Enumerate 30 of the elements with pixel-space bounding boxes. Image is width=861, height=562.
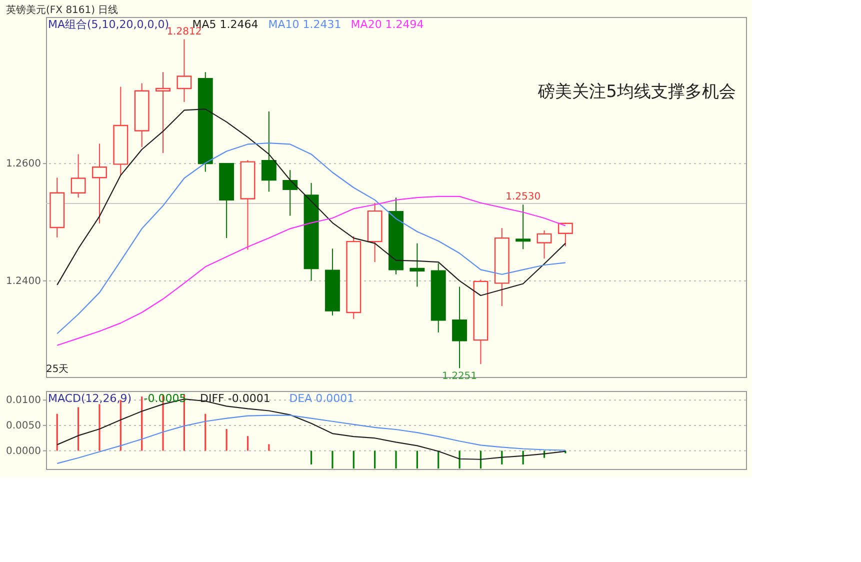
text: MA10 1.2431 <box>268 18 342 31</box>
candlestick <box>516 204 531 250</box>
annotation: 1.2530 <box>506 192 541 203</box>
legend-title: MA组合(5,10,20,0,0,0) <box>48 18 170 31</box>
annotation: 磅美关注5均线支撑多机会 <box>537 82 736 102</box>
annotation: 1.2251 <box>442 371 478 382</box>
line-series <box>56 108 566 296</box>
y-tick-label: 0.0050 <box>6 420 41 432</box>
y-tick-label: 0.0100 <box>6 395 41 406</box>
y-tick-label: 1.2400 <box>6 276 41 287</box>
candlestick <box>70 154 86 198</box>
y-tick-label: 1.2600 <box>6 158 41 170</box>
candlestick <box>156 72 171 154</box>
candlestick <box>410 242 425 288</box>
line-series <box>56 414 566 464</box>
candlestick <box>282 170 298 216</box>
candlestick <box>261 110 276 192</box>
candlestick <box>92 143 107 224</box>
y-tick-label: 0.0000 <box>6 446 41 457</box>
chart-title: 英镑美元(FX 8161) 日线 <box>6 4 118 16</box>
series-label: DIFF -0.0001 <box>200 392 270 405</box>
candlestick <box>452 286 468 369</box>
legend-title: MACD(12,26,9) <box>48 392 132 405</box>
candlestick <box>536 230 552 260</box>
line-series <box>56 142 566 334</box>
candlestick <box>176 38 192 103</box>
series-label: DEA 0.0001 <box>289 392 354 405</box>
annotation: 25天 <box>46 364 69 375</box>
annotation: 1.2812 <box>166 26 202 38</box>
text: MA20 1.2494 <box>350 18 424 31</box>
